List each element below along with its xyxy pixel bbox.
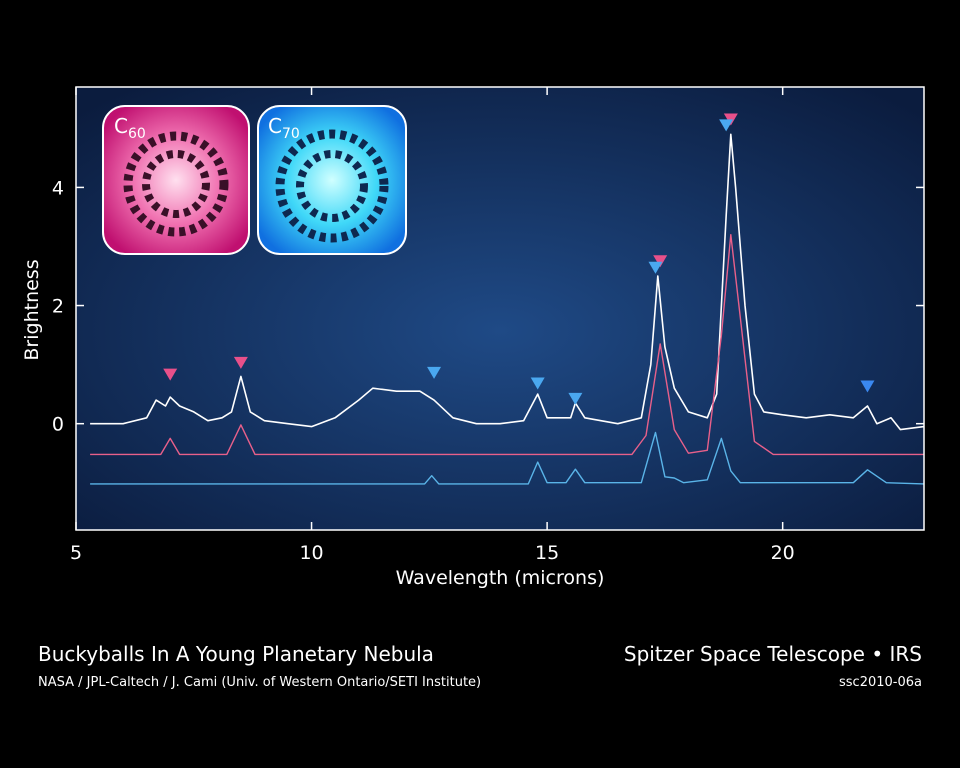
inset-label-main: C <box>114 114 128 138</box>
x-tick-label: 10 <box>299 542 323 564</box>
plot <box>90 113 925 485</box>
x-tick-label: 5 <box>70 542 82 564</box>
x-tick-label: 15 <box>535 542 559 564</box>
inset-label-sub: 60 <box>128 126 146 142</box>
y-tick-label: 0 <box>52 414 64 436</box>
plot-border <box>75 86 925 531</box>
feature-marker <box>648 261 663 274</box>
feature-marker <box>653 255 668 268</box>
molecule <box>296 150 368 222</box>
footer-title: Buckyballs In A Young Planetary Nebula <box>38 642 434 666</box>
y-tick-label: 4 <box>52 177 64 199</box>
feature-marker <box>530 377 545 390</box>
footer-credit: NASA / JPL-Caltech / J. Cami (Univ. of W… <box>38 675 481 690</box>
x-tick-label: 20 <box>771 542 795 564</box>
inset-label: C70 <box>268 114 300 142</box>
inset-label: C60 <box>114 114 146 142</box>
inset-label-main: C <box>268 114 282 138</box>
feature-marker <box>233 356 248 369</box>
inset-c60: C60 <box>102 105 250 255</box>
footer-id: ssc2010-06a <box>839 675 922 690</box>
spectrum-line <box>90 234 924 456</box>
feature-marker <box>427 366 442 379</box>
molecule <box>123 131 229 237</box>
y-tick-label: 2 <box>52 296 64 318</box>
spectrum-line <box>90 431 925 485</box>
feature-marker <box>860 380 875 393</box>
molecule <box>142 150 210 218</box>
x-axis-title: Wavelength (microns) <box>396 567 605 589</box>
feature-marker <box>163 368 178 381</box>
molecule <box>275 129 389 243</box>
feature-marker <box>568 392 583 405</box>
feature-marker <box>719 119 734 132</box>
spectrum-line <box>90 133 925 431</box>
inset-label-sub: 70 <box>282 126 300 142</box>
footer-mission: Spitzer Space Telescope • IRS <box>624 642 922 666</box>
inset-c70: C70 <box>257 105 407 255</box>
y-axis-title: Brightness <box>21 259 43 360</box>
